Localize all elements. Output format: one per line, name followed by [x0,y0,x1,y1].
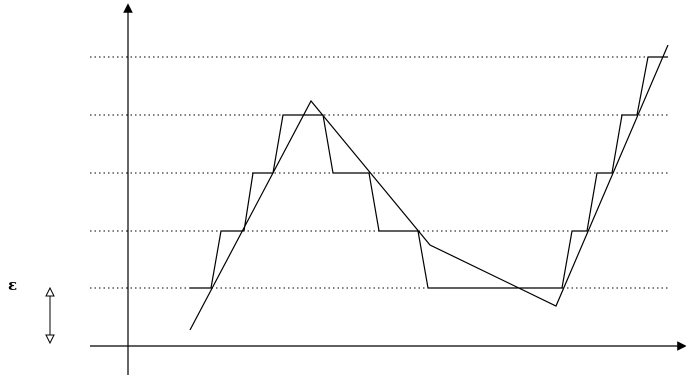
quantization-levels [90,56,670,289]
epsilon-double-arrow-icon [45,286,55,345]
quantized-staircase [190,56,668,289]
epsilon-label: ε [8,276,18,294]
signal-curve [189,44,669,331]
